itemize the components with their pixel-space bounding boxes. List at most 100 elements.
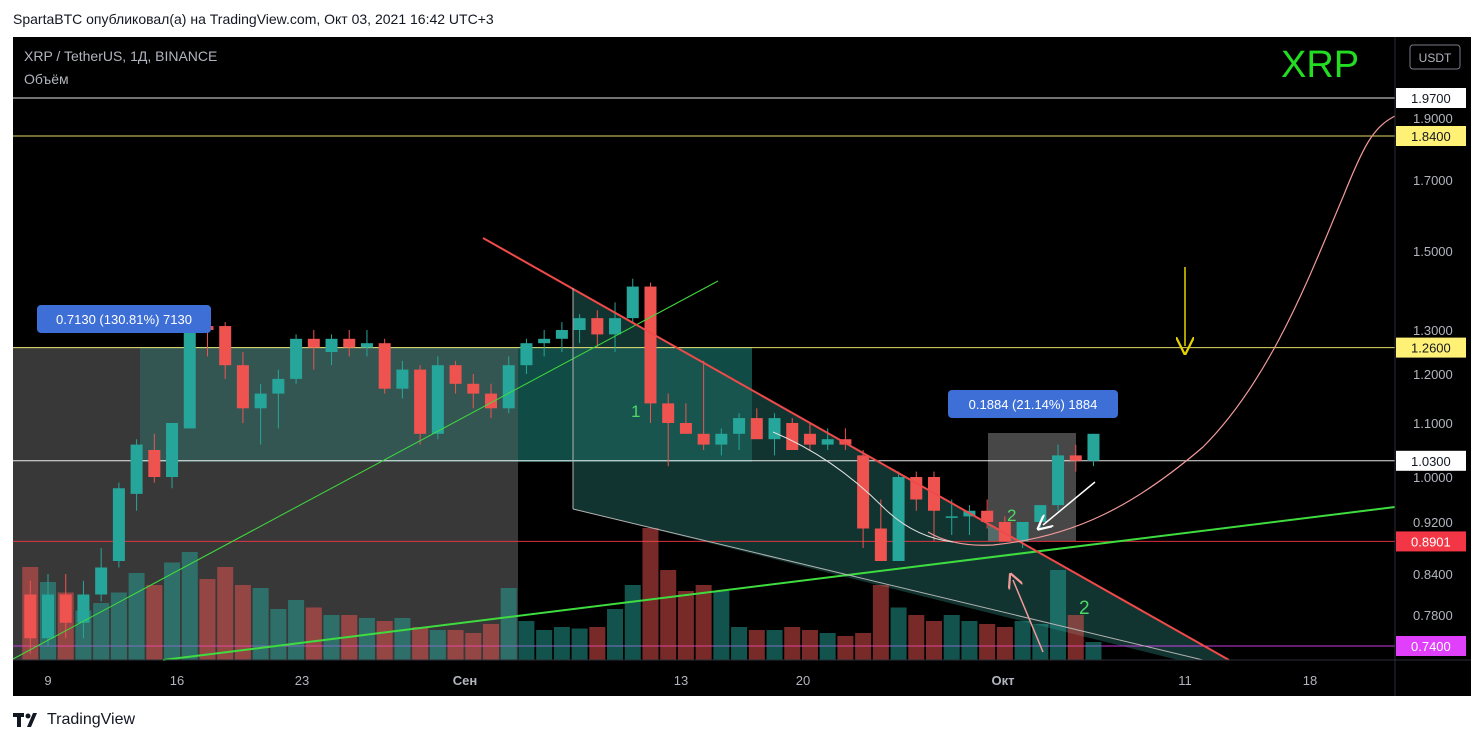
footer-brand[interactable]: TradingView (13, 711, 135, 729)
candle (786, 418, 799, 450)
candle (662, 393, 675, 467)
candle (679, 403, 692, 434)
candle (219, 322, 232, 379)
candle (857, 450, 870, 548)
price-label: 1.0300 (1396, 450, 1466, 471)
price-tick-label: 1.9000 (1413, 111, 1453, 126)
volume-bar (1032, 624, 1049, 660)
candle (183, 318, 196, 429)
price-label: 1.9700 (1396, 88, 1466, 108)
candle (1069, 444, 1082, 472)
brand-name: TradingView (47, 711, 136, 728)
volume-bar (128, 573, 145, 660)
volume-bar (819, 633, 836, 660)
volume-bar (926, 621, 942, 660)
candle (555, 322, 568, 352)
price-tick-label: 0.9200 (1413, 515, 1453, 530)
volume-bar (748, 630, 765, 660)
candle (343, 330, 356, 357)
volume-bar (110, 592, 127, 660)
publish-line: SpartaBTC опубликовал(а) на TradingView.… (13, 11, 494, 27)
support-trend-line (162, 506, 1396, 661)
wave-label-2: 2 (1007, 506, 1016, 525)
candle (148, 433, 161, 483)
candle (573, 314, 586, 344)
volume-bar (270, 609, 287, 660)
volume-bar (483, 624, 499, 660)
candle (892, 471, 905, 561)
candle (910, 471, 923, 511)
projection-curve (927, 115, 1396, 546)
volume-bar (429, 630, 446, 660)
volume-bar (234, 585, 251, 660)
svg-text:1.8400: 1.8400 (1411, 129, 1451, 144)
volume-bar (465, 633, 482, 660)
measure-label-right: 0.1884 (21.14%) 1884 (948, 390, 1118, 418)
volume-bar (181, 552, 198, 660)
volume-bar (908, 615, 925, 660)
volume-bar (536, 630, 553, 660)
price-tick-label: 1.2000 (1413, 367, 1453, 382)
volume-bar (624, 585, 641, 660)
volume-bar (589, 627, 606, 660)
chart-panel[interactable]: 1 2 2 0.7130 (130.81%) 7130 0.1884 (21.1… (13, 37, 1471, 696)
volume-bar (305, 607, 322, 660)
volume-bar (713, 591, 730, 660)
svg-text:1.9700: 1.9700 (1411, 91, 1451, 106)
candle (750, 408, 763, 440)
price-tick-label: 0.7800 (1413, 608, 1453, 623)
price-label: 1.8400 (1396, 126, 1466, 146)
price-tick-label: 1.7000 (1413, 173, 1453, 188)
volume-bar (660, 570, 677, 660)
price-tick-label: 1.1000 (1413, 416, 1453, 431)
volume-bar (837, 636, 854, 660)
candle (431, 356, 444, 440)
candle (77, 580, 90, 639)
candle (24, 580, 37, 654)
candle (697, 360, 710, 450)
candle (502, 356, 515, 414)
svg-text:0.8901: 0.8901 (1411, 534, 1451, 549)
candle (591, 310, 604, 348)
svg-text:USDT: USDT (1419, 51, 1452, 65)
price-tick-label: 0.8400 (1413, 567, 1453, 582)
candle (290, 334, 303, 384)
price-axis[interactable]: 1.9000 1.7000 1.5000 1.3000 1.2000 1.1000 1.00… (1396, 88, 1466, 656)
volume-bar (642, 528, 659, 660)
candle (998, 516, 1011, 542)
volume-bar (553, 627, 570, 660)
candle (414, 365, 427, 445)
moving-average-line (772, 431, 954, 543)
volume-bar (961, 621, 978, 660)
currency-button[interactable]: USDT (1409, 44, 1461, 70)
time-tick-label: 23 (295, 673, 309, 688)
volume-bar (731, 627, 748, 660)
volume-bar (855, 633, 872, 660)
candles (24, 278, 1100, 654)
volume-bar (890, 607, 907, 660)
svg-text:1.2600: 1.2600 (1411, 341, 1451, 356)
arrow-white (1043, 481, 1096, 525)
volume-bar (252, 588, 269, 660)
wave-label-1: 1 (631, 402, 640, 421)
price-label: 0.8901 (1396, 531, 1466, 552)
volume-bar (288, 600, 305, 660)
price-label: 0.7400 (1396, 636, 1466, 656)
time-axis[interactable]: 9 16 23 Сен 13 20 Окт 11 18 (44, 673, 1317, 688)
volume-bar (1050, 570, 1067, 660)
chart-svg[interactable]: 1 2 2 0.7130 (130.81%) 7130 0.1884 (21.1… (13, 37, 1471, 696)
candle (59, 574, 72, 639)
volume-bar (1067, 615, 1084, 660)
candle (130, 439, 143, 511)
symbol-line: XRP / TetherUS, 1Д, BINANCE (24, 48, 217, 64)
tradingview-logo-icon (13, 713, 37, 727)
candle (396, 360, 409, 399)
time-tick-label: 9 (44, 673, 51, 688)
candle (378, 338, 391, 394)
candle (360, 330, 373, 357)
time-tick-label: 11 (1178, 673, 1192, 688)
volume-bar (217, 567, 234, 660)
volume-bar (677, 591, 694, 660)
volume-bar (801, 630, 818, 660)
volume-bar (695, 585, 712, 660)
